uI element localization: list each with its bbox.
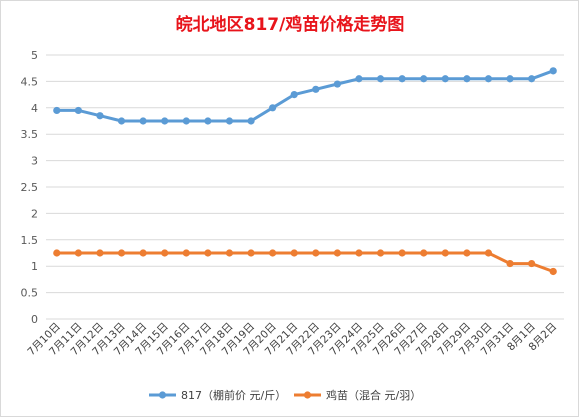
gridlines [46,54,564,320]
series-line [55,69,555,123]
legend-item-1: 817（棚前价 元/斤） [149,388,286,402]
data-point [355,249,363,257]
data-point [182,117,190,125]
y-tick-label: 3.5 [21,128,39,141]
y-tick-label: 0 [31,313,38,326]
data-point [398,75,406,83]
data-point [528,259,536,268]
data-point [290,249,298,257]
data-point [74,106,82,115]
data-point [376,249,385,257]
data-point [161,117,169,125]
chart-title: 皖北地区817/鸡苗价格走势图 [176,14,405,35]
data-point [139,117,147,125]
data-point [225,249,234,257]
data-point [333,249,341,257]
y-tick-label: 1 [31,260,38,273]
y-tick-label: 5 [31,49,38,62]
data-point [463,249,471,257]
data-point [139,249,147,257]
data-point [333,80,341,88]
data-point [53,106,61,115]
y-axis-tick-labels: 0 0.5 1 1.5 2 2.5 3 3.5 4 4.5 5 [21,49,39,326]
y-tick-label: 4 [31,102,38,115]
data-point [463,75,471,83]
data-point [247,117,255,125]
data-point [96,249,104,257]
data-point [269,249,277,257]
data-point [484,75,493,83]
data-point [269,104,277,112]
data-point [74,249,82,257]
data-point [204,249,212,257]
x-axis-tick-labels: 7月10日7月11日7月12日7月13日7月14日7月15日7月16日7月17日… [25,321,559,359]
y-tick-label: 4.5 [21,75,39,88]
data-point [117,249,126,257]
data-point [204,117,212,125]
data-point [398,249,406,257]
data-point [53,249,61,257]
data-point [355,75,363,83]
data-point [225,117,234,125]
data-point [528,75,536,83]
data-point [484,249,493,257]
y-tick-label: 2 [31,207,38,220]
series-2 [53,249,557,276]
series-line [55,251,555,273]
y-tick-label: 1.5 [21,234,39,247]
data-point [506,75,514,83]
data-point [549,67,557,75]
data-point [441,75,449,83]
series-layer [53,67,557,276]
data-point [247,249,255,257]
data-point [161,249,169,257]
legend-label: 817（棚前价 元/斤） [181,388,286,402]
series-1 [53,67,557,125]
y-tick-label: 0.5 [21,287,39,300]
legend-label: 鸡苗（混合 元/羽） [326,388,421,402]
legend-marker [303,391,312,399]
data-point [117,117,126,125]
data-point [420,75,428,83]
data-point [420,249,428,257]
y-tick-label: 2.5 [21,181,39,194]
data-point [441,249,449,257]
data-point [312,85,320,93]
data-point [376,75,385,83]
legend: 817（棚前价 元/斤） 鸡苗（混合 元/羽） [149,388,421,402]
data-point [182,249,190,257]
data-point [506,259,514,268]
data-point [96,112,104,120]
data-point [549,267,557,276]
y-tick-label: 3 [31,155,38,168]
legend-item-2: 鸡苗（混合 元/羽） [294,388,421,402]
legend-marker [158,391,167,399]
data-point [290,91,298,99]
data-point [312,249,320,257]
